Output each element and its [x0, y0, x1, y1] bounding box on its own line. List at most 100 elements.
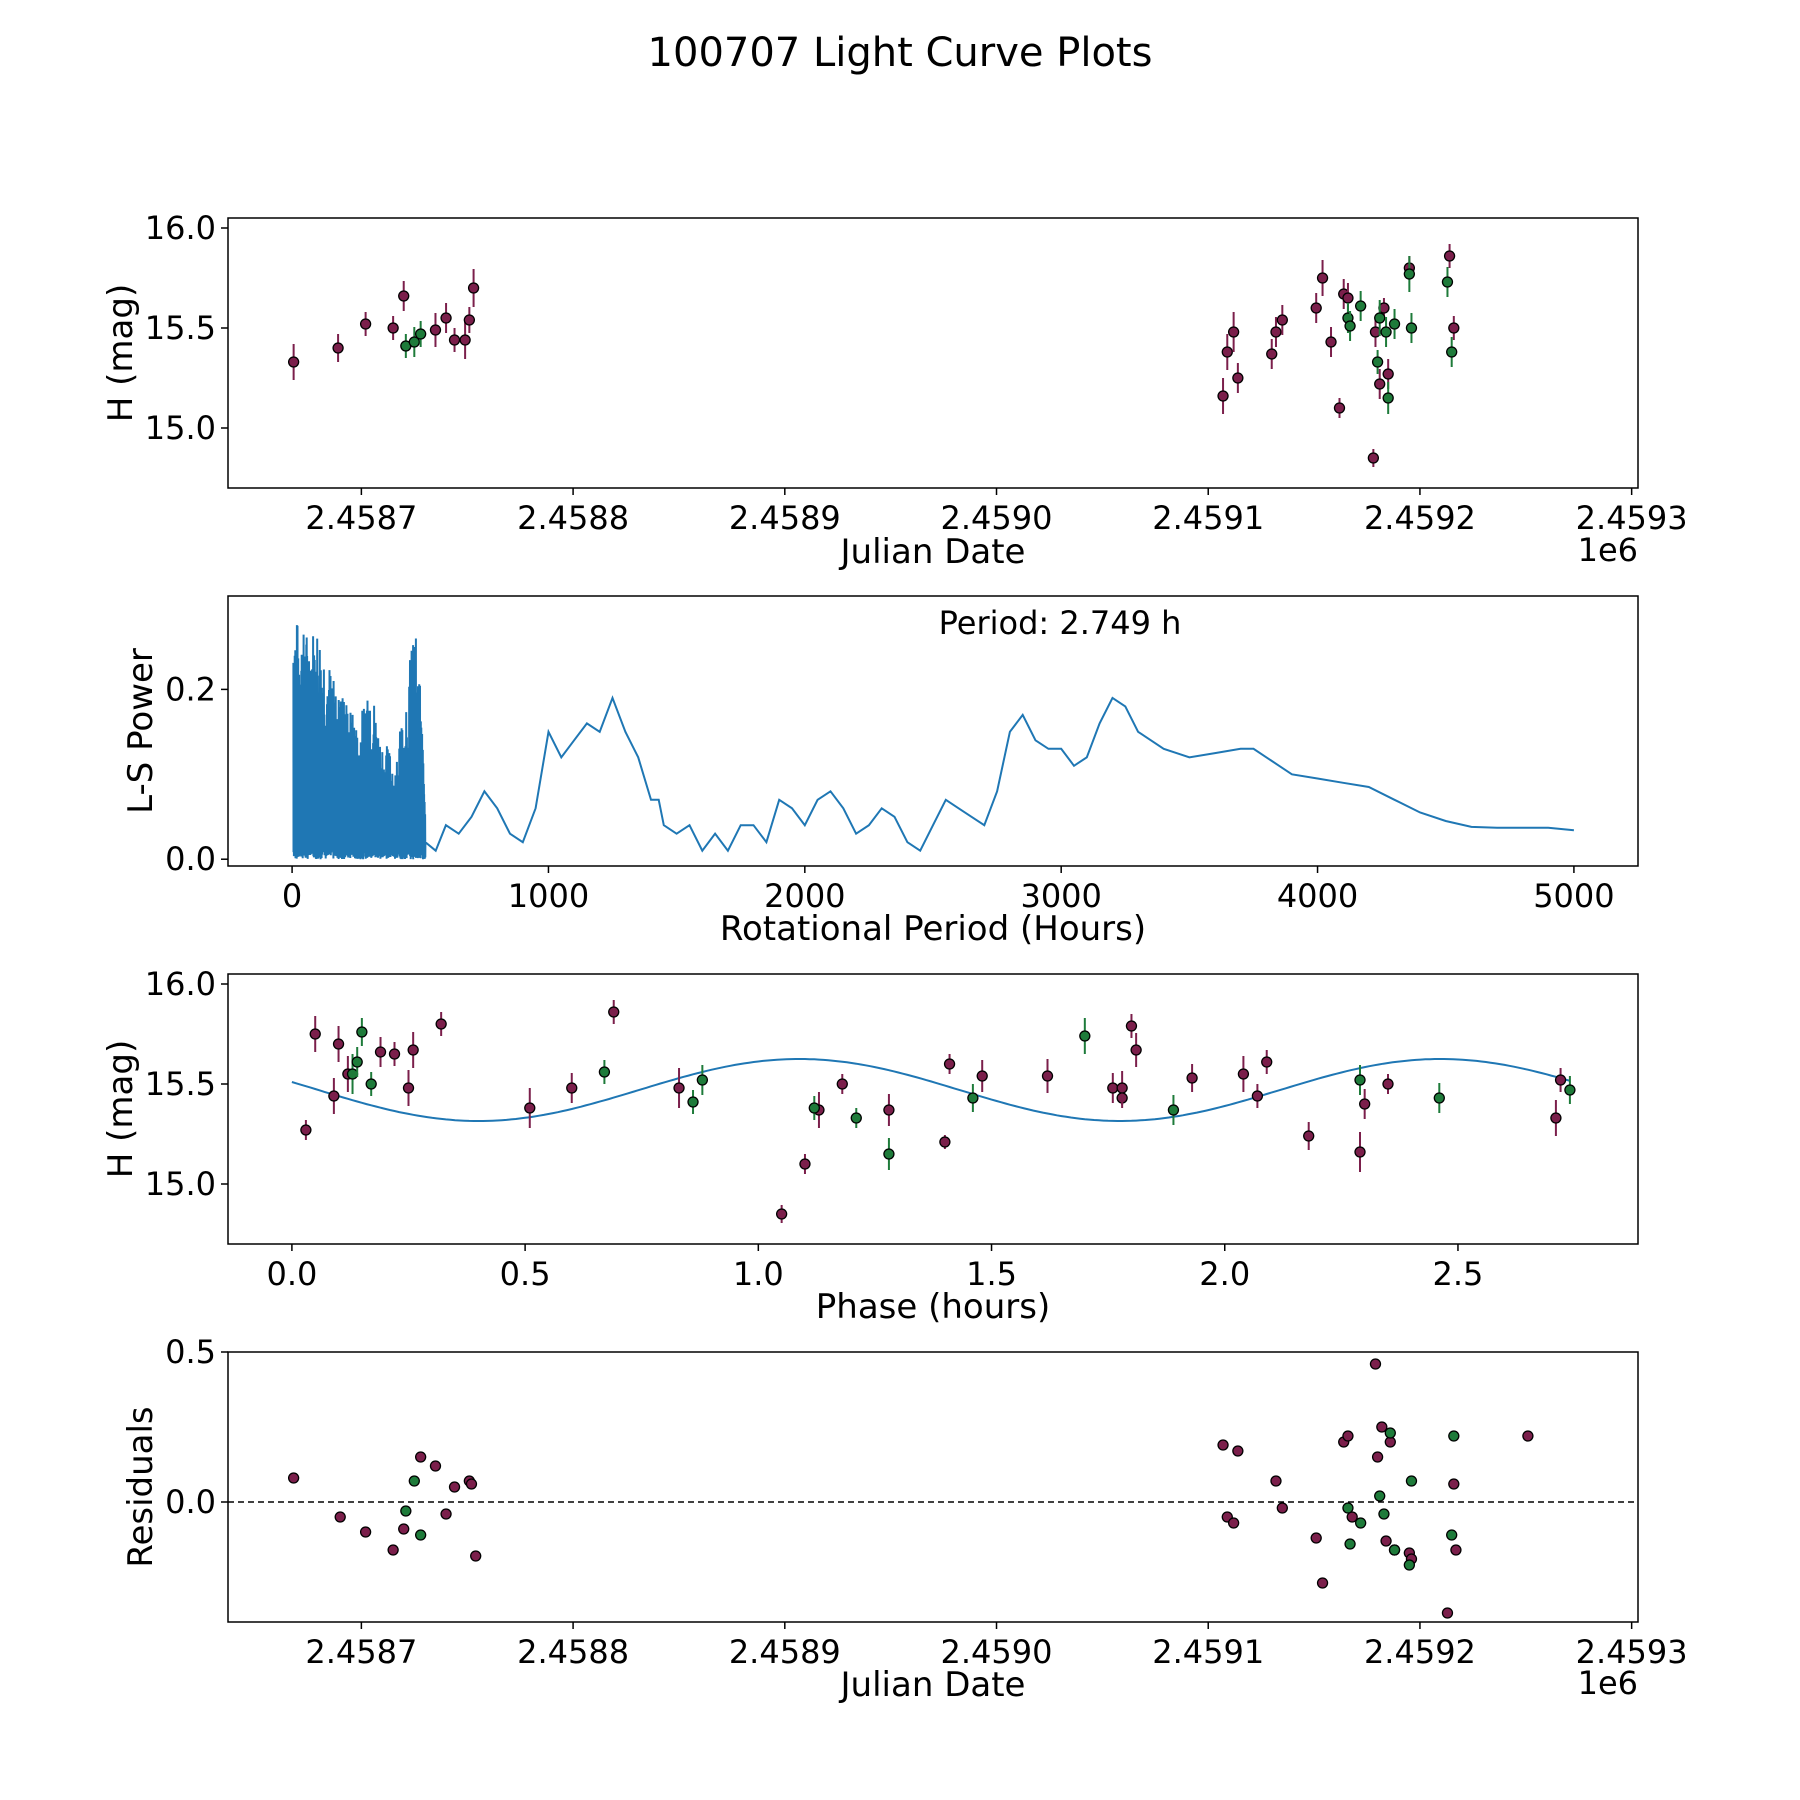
lightcurve-xticks: 2.4587 2.4588 2.4589 2.4590 2.4591 2.4592 2.45…: [305, 488, 1688, 537]
lightcurve-point: [1316, 272, 1329, 284]
phased-xticks: 0.0 0.5 1.0 1.5 2.0 2.5: [266, 1244, 1483, 1293]
phased-point: [1041, 1070, 1054, 1082]
residuals-point: [1405, 1475, 1418, 1487]
lightcurve-ytick-label: 15.0: [145, 409, 216, 447]
lightcurve-xtick-label: 2.4590: [941, 499, 1053, 537]
phased-point: [883, 1104, 895, 1116]
lightcurve-point: [1221, 346, 1233, 358]
phased-point: [967, 1092, 979, 1104]
lightcurve-xlabel: Julian Date: [839, 532, 1026, 572]
phased-ytick-label: 15.5: [145, 1065, 216, 1103]
phased-point: [309, 1028, 321, 1040]
lightcurve-point: [440, 312, 452, 324]
residuals-point: [1355, 1517, 1367, 1529]
residuals-point: [448, 1481, 461, 1493]
lightcurve-point: [1227, 326, 1240, 338]
residuals-point: [1270, 1475, 1282, 1487]
phased-ylabel: H (mag): [101, 1040, 141, 1178]
lightcurve-xtick-label: 2.4588: [517, 499, 629, 537]
lightcurve-point: [1443, 250, 1456, 262]
lightcurve-point: [287, 356, 300, 368]
phased-point: [976, 1070, 988, 1082]
lightcurve-point: [415, 328, 427, 340]
phased-xtick-label: 0.0: [266, 1255, 317, 1293]
lightcurve-point: [1217, 390, 1229, 402]
lightcurve-point: [359, 318, 372, 330]
residuals-xtick-label: 2.4592: [1364, 1633, 1476, 1671]
lightcurve-point: [1382, 392, 1394, 404]
phased-point: [1130, 1044, 1142, 1056]
residuals-point: [398, 1523, 410, 1535]
phased-frame: [227, 973, 1639, 1245]
lightcurve-point: [1374, 378, 1386, 390]
phased-xtick-label: 2.5: [1433, 1255, 1484, 1293]
lightcurve-point: [1374, 312, 1386, 324]
lightcurve-point: [1403, 268, 1416, 280]
lightcurve-xtick-label: 2.4589: [729, 499, 841, 537]
lightcurve-point: [463, 314, 476, 326]
phased-point: [351, 1056, 363, 1068]
lightcurve-point: [387, 322, 399, 334]
lightcurve-point: [1342, 292, 1354, 304]
phased-point: [407, 1044, 419, 1056]
residuals-point: [287, 1472, 300, 1484]
period-annotation: Period: 2.749 h: [939, 604, 1182, 642]
periodogram-panel: 0 1000 2000 3000 4000 5000 0.0 0.2 Period: 2.7…: [121, 595, 1639, 949]
lightcurve-point: [459, 334, 471, 346]
residuals-point: [359, 1526, 372, 1538]
phased-xtick-label: 0.5: [500, 1255, 551, 1293]
residuals-ytick-label: 0.0: [165, 1483, 216, 1521]
lightcurve-point: [1367, 452, 1380, 464]
periodogram-xtick-label: 1000: [508, 877, 589, 915]
residuals-point: [334, 1511, 346, 1523]
lightcurve-point: [1276, 314, 1288, 326]
periodogram-xlabel: Rotational Period (Hours): [720, 909, 1146, 949]
phased-point: [850, 1112, 862, 1124]
phased-point: [328, 1090, 340, 1102]
lightcurve-point: [1448, 322, 1460, 334]
lightcurve-point: [1344, 320, 1356, 332]
residuals-point: [1446, 1529, 1458, 1541]
phased-point: [1167, 1104, 1180, 1116]
residuals-point: [1371, 1451, 1384, 1463]
periodogram-marks: [292, 625, 1574, 860]
periodogram-ytick-label: 0.2: [165, 670, 216, 708]
lightcurve-offset-label: 1e6: [1578, 531, 1638, 569]
phased-point: [1079, 1030, 1091, 1042]
phased-point: [939, 1136, 951, 1148]
phased-point: [435, 1018, 447, 1030]
residuals-point: [1344, 1538, 1356, 1550]
phased-point: [608, 1006, 620, 1018]
lightcurve-point: [1355, 300, 1367, 312]
lightcurve-point: [332, 342, 344, 354]
phased-point: [883, 1148, 895, 1160]
residuals-point: [1374, 1490, 1386, 1502]
residuals-point: [415, 1451, 427, 1463]
lightcurve-point: [1382, 368, 1394, 380]
periodogram-line: [292, 625, 1574, 860]
phased-xlabel: Phase (hours): [816, 1287, 1050, 1327]
residuals-xtick-label: 2.4590: [941, 1633, 1053, 1671]
lightcurve-point: [1266, 348, 1278, 360]
lightcurve-xtick-label: 2.4592: [1364, 499, 1476, 537]
phased-point: [356, 1026, 368, 1038]
phased-point: [1359, 1098, 1371, 1110]
residuals-ytick-label: 0.5: [165, 1333, 216, 1371]
phased-point: [1186, 1072, 1198, 1084]
lightcurve-yticks: 15.0 15.5 16.0: [145, 209, 228, 447]
periodogram-ytick-label: 0.0: [165, 840, 216, 878]
lightcurve-point: [1371, 356, 1384, 368]
phased-point: [1354, 1146, 1366, 1158]
phased-point: [1237, 1068, 1250, 1080]
residuals-point: [1522, 1430, 1534, 1442]
phased-point: [1382, 1078, 1394, 1090]
residuals-point: [1217, 1439, 1229, 1451]
lightcurve-point: [1388, 318, 1401, 330]
phased-point: [374, 1046, 387, 1058]
phased-yticks: 15.0 15.5 16.0: [145, 965, 228, 1203]
lightcurve-xtick-label: 2.4593: [1576, 499, 1688, 537]
phased-point: [1554, 1074, 1567, 1086]
phased-point: [365, 1078, 377, 1090]
residuals-panel: 2.4587 2.4588 2.4589 2.4590 2.4591 2.4592 2.45…: [121, 1333, 1688, 1705]
